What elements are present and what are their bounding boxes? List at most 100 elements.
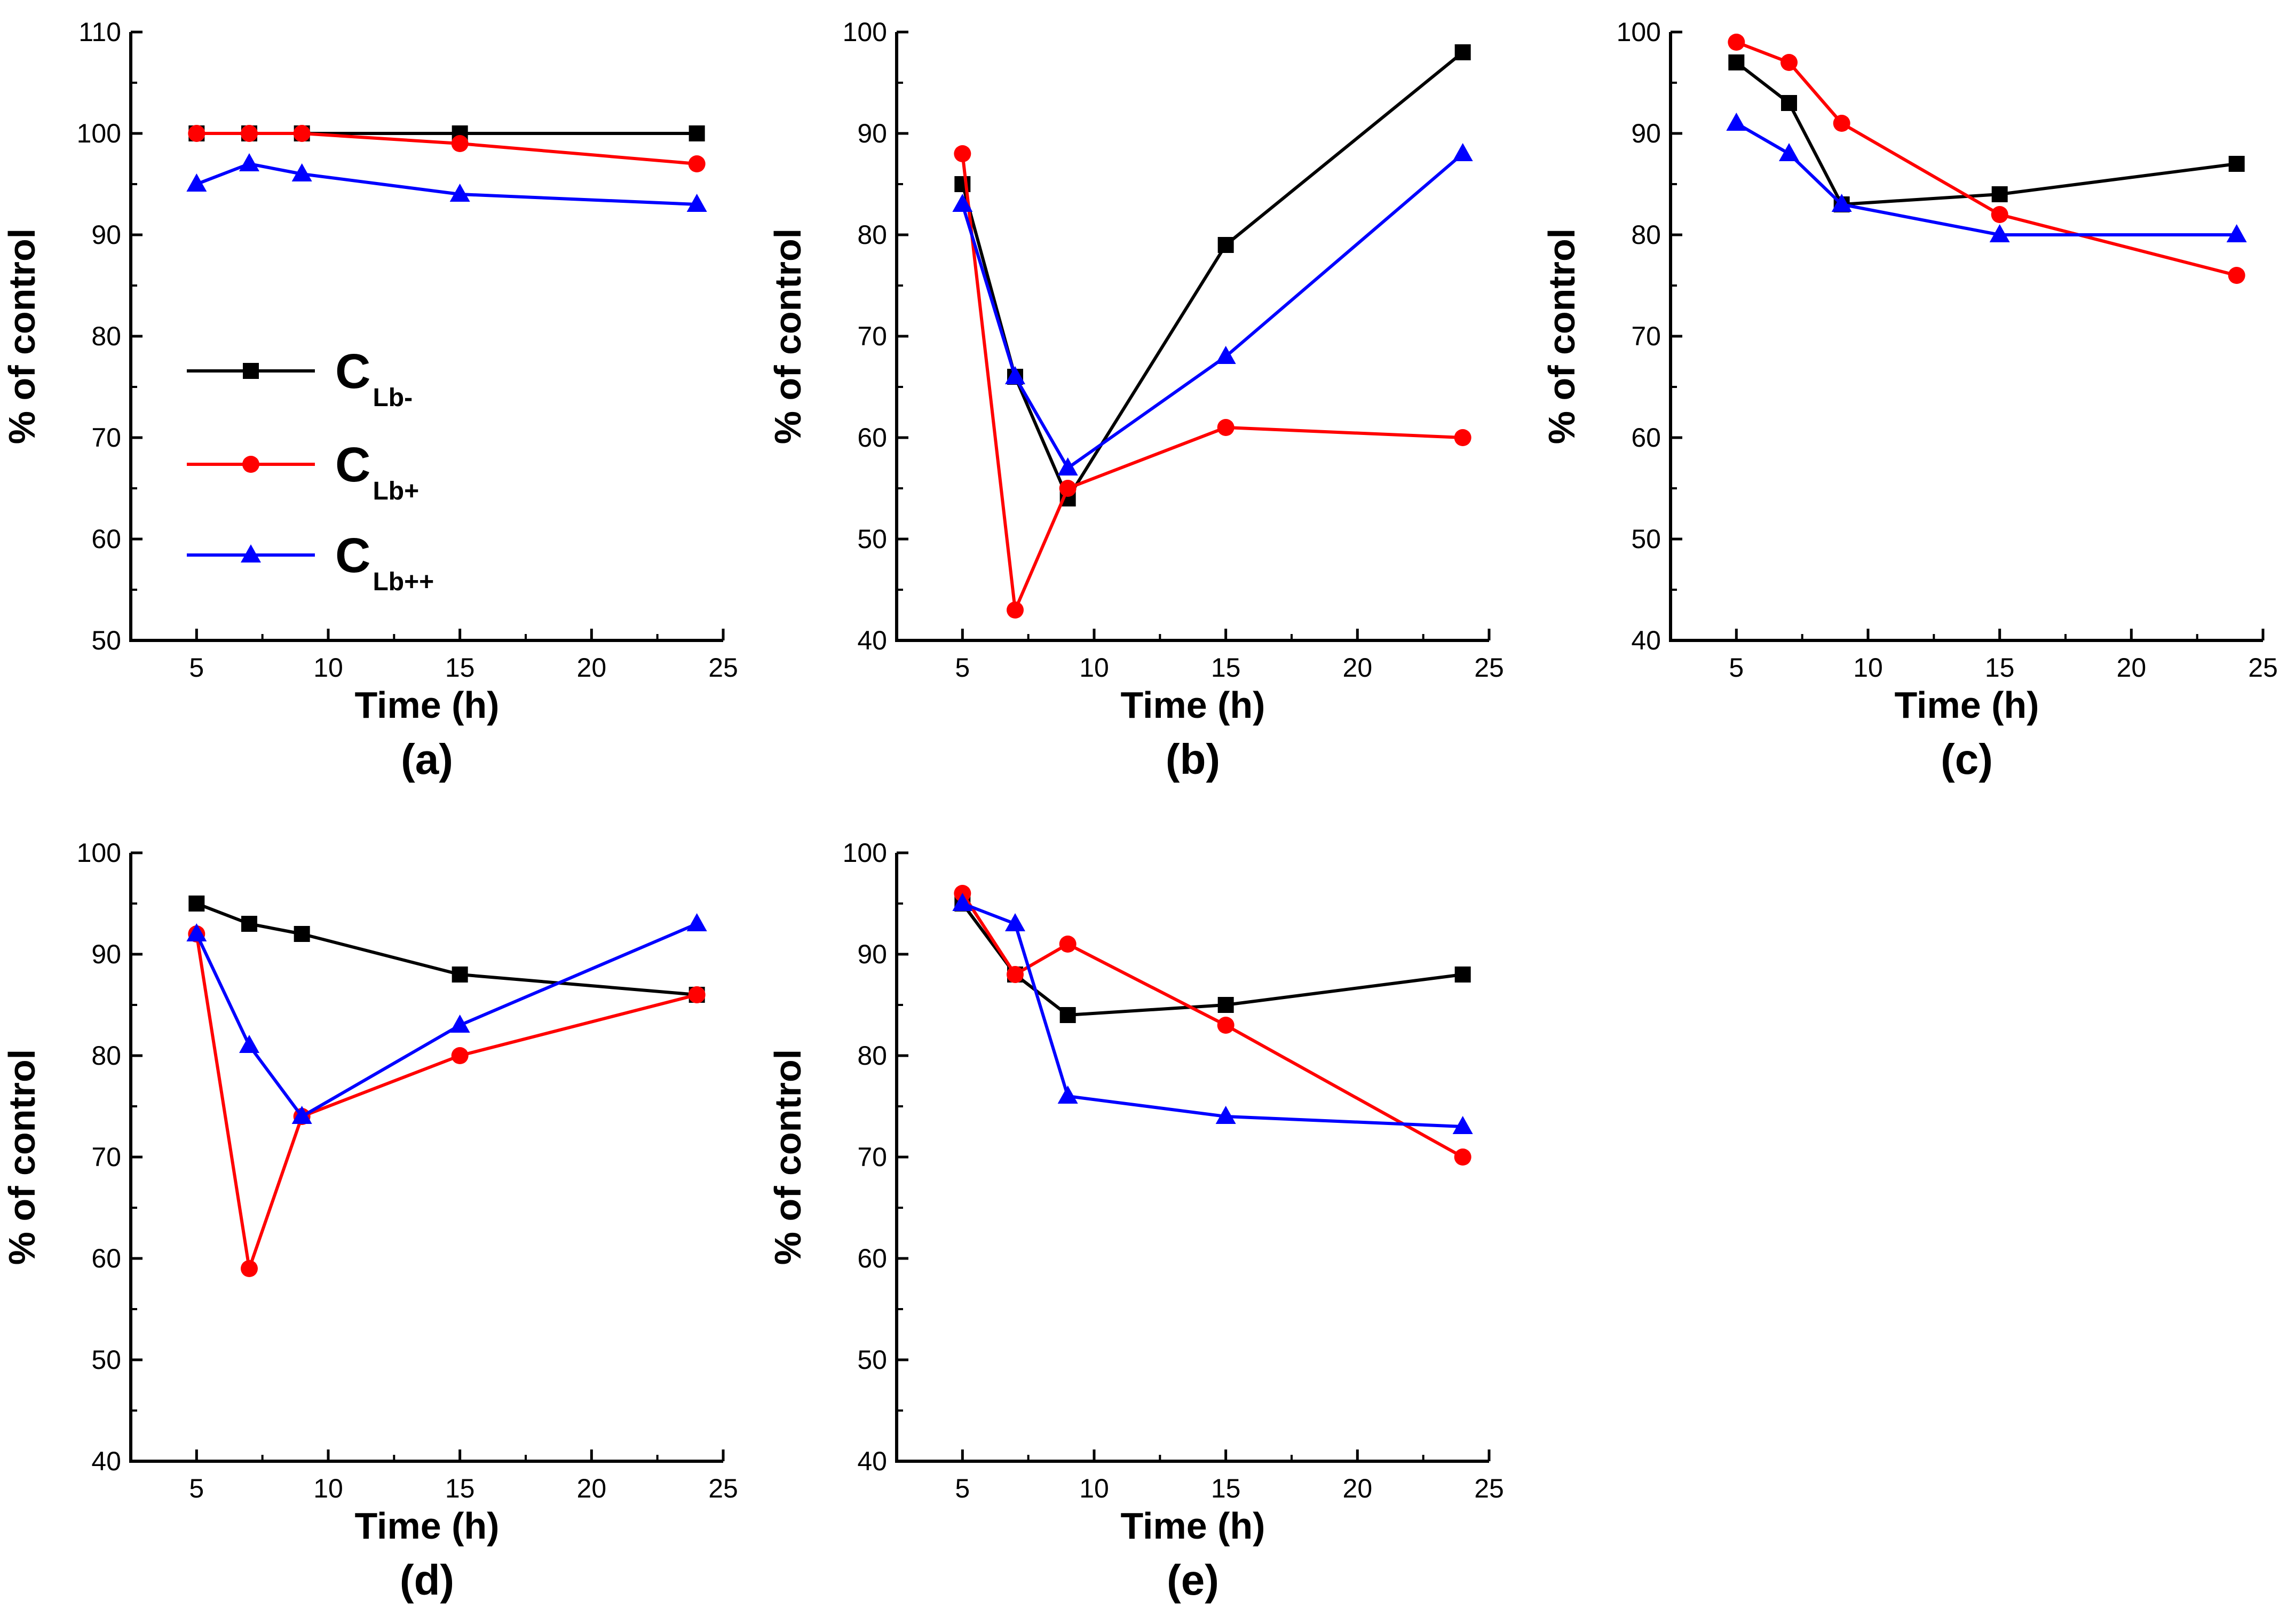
x-tick-label: 5: [189, 1474, 204, 1503]
panel-label: (c): [1941, 735, 1993, 783]
panel-label: (b): [1166, 735, 1220, 783]
legend: CLb- CLb+ CLb++: [187, 344, 434, 596]
series-line-circle: [1736, 41, 2237, 277]
series-line-triangle: [1735, 122, 2237, 236]
data-point-circle: [1781, 54, 1798, 71]
chart-panel-e: 40 50 60 70 80 90 100 5 10 15 20 25 Time (h) % of con…: [767, 838, 1504, 1604]
data-point-triangle: [1057, 457, 1078, 476]
data-point-square: [452, 967, 468, 983]
data-point-circle: [451, 1047, 469, 1064]
chart-panel-d: 40 50 60 70 80 90 100 5 10 15 20 25 Time (h) % of con…: [1, 838, 738, 1604]
y-axis-title: % of control: [1541, 228, 1582, 444]
y-tick-label: 50: [91, 625, 121, 655]
series-line-square: [196, 902, 697, 996]
panel-label: (e): [1167, 1556, 1219, 1604]
legend-label: CLb-: [335, 344, 413, 412]
y-tick-label: 70: [1631, 321, 1661, 351]
x-tick-label: 15: [1211, 1474, 1241, 1503]
y-tick-label: 70: [857, 321, 887, 351]
data-point-triangle: [1215, 346, 1236, 364]
data-point-triangle: [1779, 143, 1799, 161]
x-tick-label: 10: [1079, 653, 1109, 683]
data-point-triangle: [186, 173, 207, 192]
legend-marker-circle: [242, 456, 259, 473]
legend-marker-triangle: [241, 544, 261, 563]
x-tick-label: 10: [313, 653, 343, 683]
data-point-square: [1217, 237, 1234, 253]
y-tick-label: 60: [857, 1243, 887, 1273]
data-point-square: [1454, 44, 1471, 60]
y-axis-title: % of control: [767, 228, 809, 444]
series-line-triangle: [962, 902, 1463, 1128]
data-point-square: [1991, 186, 2008, 202]
data-point-square: [1454, 967, 1471, 983]
data-point-circle: [1991, 206, 2008, 223]
series-line-square: [1735, 61, 2237, 206]
y-tick-label: 50: [1631, 524, 1661, 554]
data-point-circle: [2228, 267, 2245, 284]
data-point-square: [689, 125, 705, 141]
data-point-circle: [293, 125, 311, 142]
data-point-circle: [954, 145, 971, 162]
x-tick-label: 20: [577, 1474, 607, 1503]
panel-label: (a): [401, 735, 453, 783]
series-line-circle: [196, 132, 697, 165]
legend-label: CLb+: [335, 438, 419, 505]
x-tick-label: 10: [313, 1474, 343, 1503]
x-axis-title: Time (h): [355, 1505, 500, 1547]
data-point-triangle: [239, 153, 259, 171]
y-tick-label: 100: [843, 838, 887, 868]
y-tick-label: 50: [91, 1345, 121, 1375]
y-tick-label: 80: [91, 321, 121, 351]
x-tick-label: 20: [577, 653, 607, 683]
chart-panel-b: 40 50 60 70 80 90 100 5 10 15 20 25 Time (h) % of con…: [767, 17, 1504, 783]
x-tick-label: 15: [445, 1474, 475, 1503]
data-point-circle: [688, 155, 706, 172]
x-tick-label: 20: [1343, 1474, 1373, 1503]
y-tick-label: 90: [1631, 118, 1661, 148]
data-point-circle: [688, 986, 706, 1003]
x-axis-title: Time (h): [1121, 1505, 1265, 1547]
x-tick-label: 10: [1853, 653, 1883, 683]
y-tick-label: 100: [77, 838, 121, 868]
y-tick-label: 70: [91, 423, 121, 453]
y-tick-label: 80: [91, 1041, 121, 1071]
data-point-triangle: [686, 194, 707, 212]
data-point-square: [1728, 54, 1745, 70]
data-point-triangle: [449, 1015, 470, 1033]
series-line-triangle: [196, 162, 697, 206]
x-tick-label: 15: [445, 653, 475, 683]
data-point-circle: [451, 135, 469, 152]
x-tick-label: 25: [2248, 653, 2278, 683]
y-tick-label: 100: [1617, 17, 1661, 47]
x-tick-label: 25: [1474, 653, 1504, 683]
y-axis-title: % of control: [1, 228, 43, 444]
data-point-square: [241, 916, 257, 932]
data-point-circle: [1833, 115, 1850, 132]
data-point-triangle: [1989, 224, 2010, 242]
chart-panel-c: 40 50 60 70 80 90 100 5 10 15 20 25 Time (h) % of con…: [1541, 17, 2278, 783]
x-tick-label: 15: [1985, 653, 2015, 683]
data-point-triangle: [239, 1035, 259, 1053]
y-tick-label: 40: [1631, 625, 1661, 655]
data-point-square: [1217, 997, 1234, 1013]
x-tick-label: 5: [955, 653, 970, 683]
y-tick-label: 90: [91, 939, 121, 969]
x-tick-label: 25: [708, 653, 738, 683]
y-tick-label: 60: [91, 1243, 121, 1273]
x-tick-label: 20: [1343, 653, 1373, 683]
data-point-circle: [1217, 419, 1235, 436]
y-tick-label: 80: [857, 1041, 887, 1071]
data-point-square: [1059, 1007, 1076, 1023]
data-point-triangle: [1726, 113, 1747, 131]
x-axis-title: Time (h): [355, 684, 500, 726]
legend-marker-square: [243, 363, 259, 379]
data-point-circle: [1059, 480, 1077, 497]
x-tick-label: 5: [189, 653, 204, 683]
data-point-triangle: [1452, 143, 1473, 161]
data-point-circle: [1454, 1148, 1471, 1166]
data-point-triangle: [1005, 366, 1025, 384]
series-line-circle: [961, 153, 1463, 612]
y-tick-label: 60: [1631, 423, 1661, 453]
x-axis-title: Time (h): [1121, 684, 1265, 726]
